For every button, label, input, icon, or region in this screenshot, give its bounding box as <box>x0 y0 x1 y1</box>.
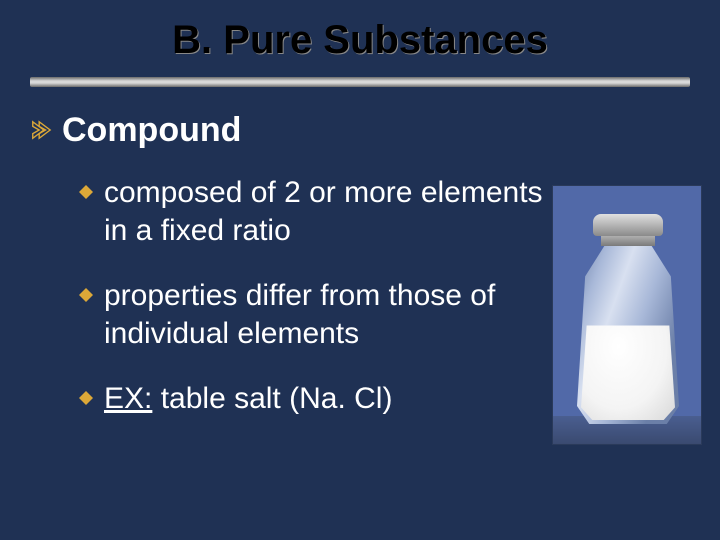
shaker-cap <box>593 214 663 236</box>
level1-text: Compound <box>62 111 241 150</box>
bullet-item: composed of 2 or more elements in a fixe… <box>78 174 560 249</box>
level1-item: Compound <box>30 111 690 150</box>
diamond-icon <box>78 390 94 406</box>
diamond-icon <box>78 184 94 200</box>
bullet-item: properties differ from those of individu… <box>78 277 560 352</box>
salt-contents <box>581 315 675 420</box>
bullet-item: EX: table salt (Na. Cl) <box>78 380 560 418</box>
level2-list: composed of 2 or more elements in a fixe… <box>30 174 560 418</box>
arrow-outline-icon <box>30 119 52 141</box>
slide: B. Pure Substances Compound composed of … <box>0 0 720 540</box>
bullet-text: composed of 2 or more elements in a fixe… <box>104 174 560 249</box>
bullet-prefix: EX: <box>104 382 152 415</box>
title-divider <box>30 77 690 87</box>
diamond-icon <box>78 287 94 303</box>
bullet-text: EX: table salt (Na. Cl) <box>104 380 392 418</box>
salt-shaker-image <box>552 185 702 445</box>
slide-title: B. Pure Substances <box>30 18 690 63</box>
bullet-rest: table salt (Na. Cl) <box>152 382 392 415</box>
bullet-text: properties differ from those of individu… <box>104 277 560 352</box>
